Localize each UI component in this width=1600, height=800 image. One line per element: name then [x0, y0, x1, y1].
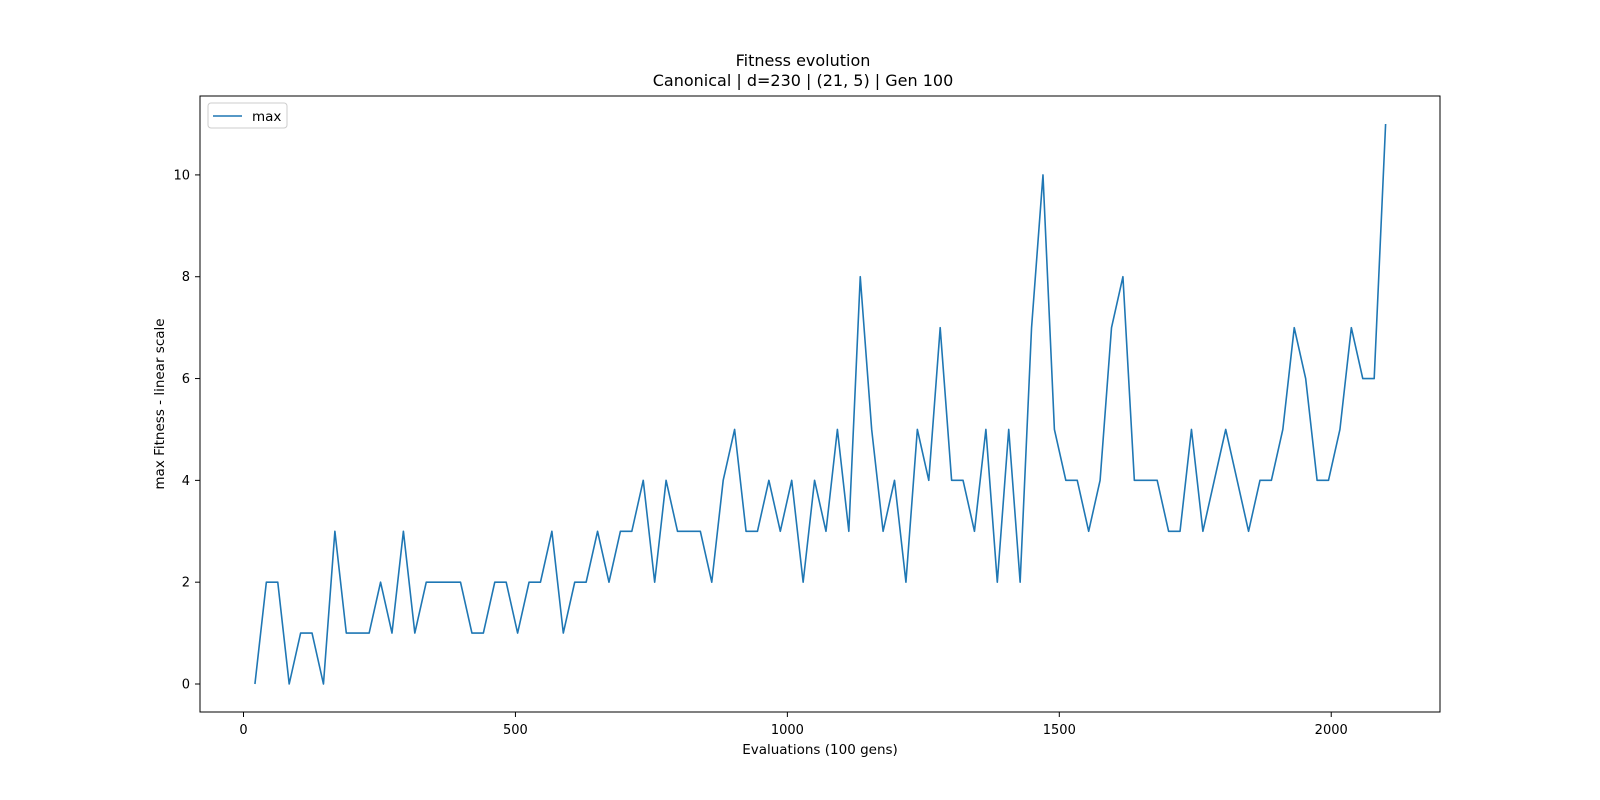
y-tick-label: 2 — [182, 576, 190, 591]
y-axis-label: max Fitness - linear scale — [152, 318, 168, 489]
chart-title: Fitness evolution — [736, 51, 871, 70]
plot-area — [200, 96, 1440, 712]
legend-label-max: max — [252, 109, 281, 125]
y-tick-label: 0 — [182, 678, 190, 693]
x-tick-label: 1000 — [771, 723, 804, 738]
chart-subtitle: Canonical | d=230 | (21, 5) | Gen 100 — [653, 71, 954, 90]
y-tick-label: 4 — [182, 474, 190, 489]
x-tick-label: 500 — [503, 723, 528, 738]
y-tick-label: 10 — [173, 168, 190, 183]
x-axis: 0 500 1000 1500 2000 — [239, 712, 1348, 738]
y-tick-label: 8 — [182, 270, 190, 285]
plot-frame — [199, 95, 1441, 713]
series-line-max — [254, 123, 1387, 685]
y-tick-label: 6 — [182, 372, 190, 387]
legend: max — [207, 102, 288, 129]
y-axis: 0 2 4 6 8 10 — [173, 168, 200, 693]
legend-box — [207, 102, 288, 129]
x-tick-label: 2000 — [1315, 723, 1348, 738]
x-tick-label: 1500 — [1043, 723, 1076, 738]
x-tick-label: 0 — [239, 723, 247, 738]
x-axis-label: Evaluations (100 gens) — [742, 742, 898, 758]
